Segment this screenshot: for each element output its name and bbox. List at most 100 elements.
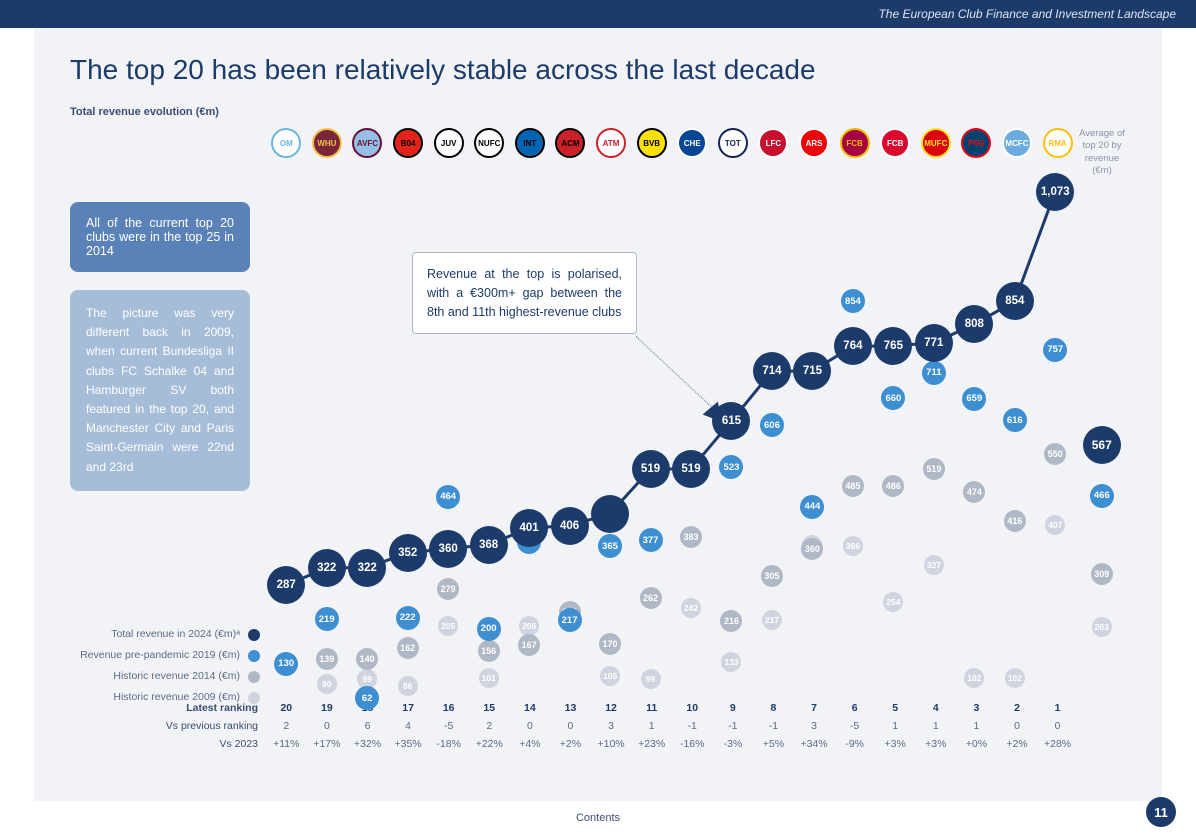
table-cell: 3 [591, 717, 632, 735]
bubble-avg-r2014: 309 [1091, 563, 1113, 585]
club-logo-atlético: ATM [596, 128, 626, 158]
table-cell: +0% [956, 735, 997, 753]
callout-stable: All of the current top 20 clubs were in … [70, 202, 250, 272]
club-logo-man-united: MUFC [921, 128, 951, 158]
table-cell: -5 [428, 717, 469, 735]
table-cell: 14 [510, 699, 551, 717]
summary-table: Latest ranking20191817161514131211109876… [70, 699, 1126, 753]
legend-row-2014: Historic revenue 2014 (€m) [70, 666, 260, 687]
bubble-r2014: 279 [437, 578, 459, 600]
table-cell: 1 [956, 717, 997, 735]
table-cell: -1 [713, 717, 754, 735]
bubble-r2009: 102 [1005, 668, 1025, 688]
logo-cell: PSG [956, 128, 997, 158]
bubble-r2014: 216 [720, 610, 742, 632]
footer-contents-link[interactable]: Contents [576, 812, 620, 824]
bubble-r2019: 659 [962, 387, 986, 411]
table-row: Latest ranking20191817161514131211109876… [70, 699, 1126, 717]
table-cell: 7 [794, 699, 835, 717]
logo-cell: NUFC [469, 128, 510, 158]
bubble-r2009: 101 [479, 668, 499, 688]
club-logo-tottenham: TOT [718, 128, 748, 158]
table-row-label: Vs 2023 [70, 735, 266, 753]
table-cell: 12 [591, 699, 632, 717]
table-cell: +10% [591, 735, 632, 753]
bubble-r2014: 416 [1004, 510, 1026, 532]
bubble-r2014: 262 [640, 587, 662, 609]
bubble-r2024: 854 [996, 282, 1034, 320]
bubble-r2024: 322 [308, 549, 346, 587]
logo-cell: AVFC [347, 128, 388, 158]
table-row: Vs previous ranking2064-520031-1-1-13-51… [70, 717, 1126, 735]
table-cell: 0 [510, 717, 551, 735]
footer: Contents [0, 801, 1196, 835]
logo-cell: TOT [713, 128, 754, 158]
club-logo-man-city: MCFC [1002, 128, 1032, 158]
bubble-r2019: 219 [315, 607, 339, 631]
table-cell: 4 [388, 717, 429, 735]
callout-history: The picture was very different back in 2… [70, 290, 250, 491]
table-cell: 2 [469, 717, 510, 735]
bubble-r2009: 366 [843, 536, 863, 556]
average-label: Average of top 20 by revenue (€m) [1078, 128, 1126, 177]
bubble-r2009: 105 [600, 666, 620, 686]
table-row-label: Vs previous ranking [70, 717, 266, 735]
bubble-r2014: 486 [882, 475, 904, 497]
logo-cell: ARS [794, 128, 835, 158]
legend-dot-2014 [248, 671, 260, 683]
table-cell: +34% [794, 735, 835, 753]
table-cell: 3 [794, 717, 835, 735]
club-logo-milan: ACM [555, 128, 585, 158]
logo-cell: B04 [388, 128, 429, 158]
bubble-r2019: 444 [800, 495, 824, 519]
legend-row-2024: Total revenue in 2024 (€m)ᵃ [70, 624, 260, 645]
table-cell: 2 [266, 717, 307, 735]
bubble-r2019: 854 [841, 289, 865, 313]
table-cell: +2% [997, 735, 1038, 753]
logo-cell: MCFC [997, 128, 1038, 158]
table-cell: +4% [510, 735, 551, 753]
bubble-r2024: 765 [874, 327, 912, 365]
bubble-r2019: 377 [639, 528, 663, 552]
bubble-r2024: 771 [915, 324, 953, 362]
bubble-r2024: 764 [834, 327, 872, 365]
table-cell: -16% [672, 735, 713, 753]
logo-cell: OM [266, 128, 307, 158]
bubble-r2024: 808 [955, 305, 993, 343]
logo-cell: BVB [631, 128, 672, 158]
logo-cell: JUV [428, 128, 469, 158]
table-cell: +3% [875, 735, 916, 753]
bubble-r2019: 660 [881, 386, 905, 410]
bubble-r2019: 222 [396, 606, 420, 630]
table-cell: 1 [1037, 699, 1078, 717]
club-logo-marseille: OM [271, 128, 301, 158]
bubble-r2024: 519 [632, 450, 670, 488]
bubble-r2014: 383 [680, 526, 702, 548]
bubble-r2009: 90 [317, 674, 337, 694]
bubble-r2009: 254 [883, 592, 903, 612]
table-cell: 0 [307, 717, 348, 735]
bubble-r2019: 606 [760, 413, 784, 437]
bubble-r2024: 615 [712, 402, 750, 440]
bubble-avg-r2009: 203 [1092, 617, 1112, 637]
bubble-r2009: 217 [762, 610, 782, 630]
club-logo-barcelona: FCB [840, 128, 870, 158]
table-cell: 6 [834, 699, 875, 717]
bubble-r2024: 401 [510, 509, 548, 547]
bubble-avg-r2019: 466 [1090, 484, 1114, 508]
table-cell: 13 [550, 699, 591, 717]
bubble-r2014: 156 [478, 640, 500, 662]
table-row: Vs 2023+11%+17%+32%+35%-18%+22%+4%+2%+10… [70, 735, 1126, 753]
bubble-r2014: 519 [923, 458, 945, 480]
logos-row: OMWHUAVFCB04JUVNUFCINTACMATMBVBCHETOTLFC… [266, 128, 1078, 158]
table-cell: +2% [550, 735, 591, 753]
bubble-r2014: 485 [842, 475, 864, 497]
club-logo-real-madrid: RMA [1043, 128, 1073, 158]
table-cell: 5 [875, 699, 916, 717]
bubble-r2019: 217 [558, 608, 582, 632]
table-cell: -18% [428, 735, 469, 753]
table-cell: -9% [834, 735, 875, 753]
bubble-r2014: 139 [316, 648, 338, 670]
table-cell: 9 [713, 699, 754, 717]
bubble-r2024 [591, 495, 629, 533]
